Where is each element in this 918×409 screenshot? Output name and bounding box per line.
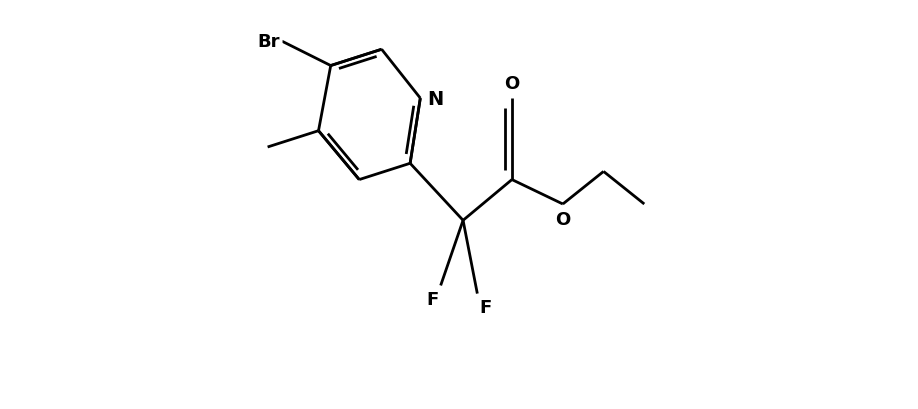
Text: O: O <box>555 211 570 229</box>
Text: F: F <box>426 290 439 308</box>
Text: F: F <box>479 298 492 316</box>
Text: N: N <box>428 90 444 108</box>
Text: Br: Br <box>257 33 280 51</box>
Text: O: O <box>504 75 520 93</box>
